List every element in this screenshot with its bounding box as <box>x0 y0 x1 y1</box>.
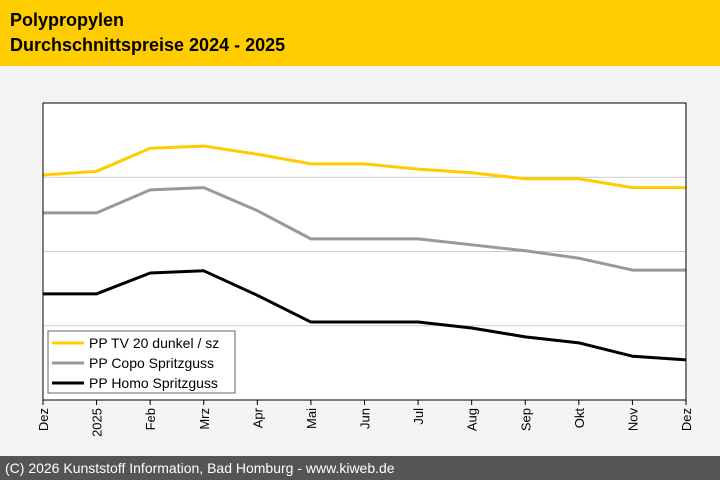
x-tick-label: Nov <box>625 408 640 432</box>
x-tick-label: Apr <box>250 407 265 428</box>
x-tick-label: Sep <box>518 408 533 431</box>
x-tick-label: Mai <box>304 408 319 429</box>
x-tick-label: Jun <box>358 408 373 429</box>
x-tick-label: Okt <box>572 408 587 429</box>
x-tick-label: Dez <box>679 408 694 431</box>
line-chart: Dez 2025 Feb Mrz Apr Mai Jun Jul Aug Sep Okt Nov Dez… <box>36 102 694 437</box>
x-tick-label: Jul <box>411 408 426 425</box>
header: Polypropylen Durchschnittspreise 2024 - … <box>0 0 720 66</box>
series-line-2 <box>43 269 687 362</box>
series-line-1 <box>43 186 686 272</box>
footer-copyright: (C) 2026 Kunststoff Information, Bad Hom… <box>0 456 720 480</box>
chart-title: Polypropylen <box>10 10 125 30</box>
legend-label: PP Homo Spritzguss <box>89 375 218 391</box>
legend-label: PP TV 20 dunkel / sz <box>89 335 219 351</box>
x-tick-label: 2025 <box>90 408 105 437</box>
x-tick-label: Aug <box>465 408 480 431</box>
x-tick-label: Mrz <box>197 408 212 430</box>
x-tick-label: Feb <box>143 408 158 430</box>
legend-label: PP Copo Spritzguss <box>89 355 214 371</box>
series-line-0 <box>42 144 686 190</box>
chart-subtitle: Durchschnittspreise 2024 - 2025 <box>10 35 286 55</box>
x-tick-label: Dez <box>36 408 51 431</box>
